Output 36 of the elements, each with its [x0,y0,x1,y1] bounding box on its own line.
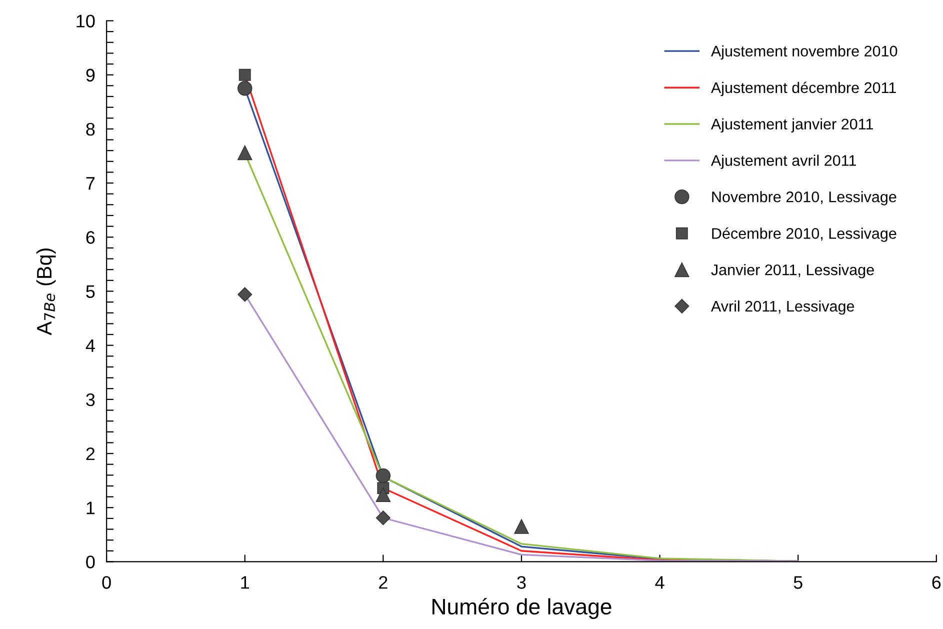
x-tick-label: 6 [932,576,941,589]
x-tick-label: 2 [379,576,388,589]
point [514,519,529,534]
legend-label: Ajustement novembre 2010 [710,45,898,60]
point [238,68,251,81]
legend-label: Ajustement avril 2011 [710,154,856,169]
y-tick-label: 6 [86,231,95,244]
y-tick-label: 8 [86,122,95,136]
point [238,145,252,160]
legend-label: Ajustement janvier 2011 [710,118,873,133]
y-tick-label: 9 [86,68,95,82]
y-tick-label: 2 [86,447,95,460]
legend-label: Ajustement décembre 2011 [710,82,896,96]
y-tick-label: 0 [86,556,95,568]
point [238,287,252,302]
legend-label: Novembre 2010, Lessivage [712,191,896,206]
x-tick-label: 1 [241,576,250,589]
point [376,468,391,484]
point [238,81,252,96]
y-tick-label: 1 [86,502,95,514]
legend-label: Décembre 2010, Lessivage [712,227,896,242]
y-tick-label: 4 [86,339,95,352]
y-tick-label: 3 [86,393,95,406]
x-tick-label: 0 [102,576,111,589]
point [376,510,390,526]
x-axis-title: Numéro de lavage [432,598,612,619]
point [376,487,391,502]
x-tick-label: 3 [517,576,526,589]
legend-label: Janvier 2011, Lessivage [711,264,874,278]
y-axis-title: A$_{7Be}$ (Bq) [36,248,56,336]
y-tick-label: 10 [76,14,95,28]
y-tick-label: 5 [86,285,95,298]
x-tick-label: 4 [655,576,664,589]
y-tick-label: 7 [86,177,95,190]
legend-label: Avril 2011, Lessivage [710,300,854,315]
x-tick-label: 5 [794,576,802,589]
